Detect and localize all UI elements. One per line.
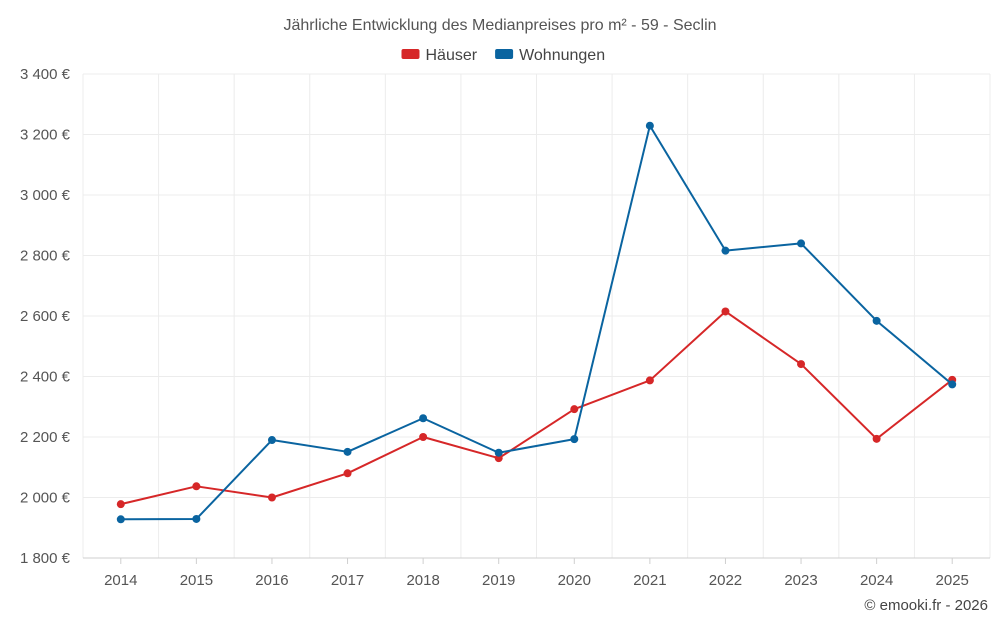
- series-haeuser: [116, 307, 957, 509]
- grid: [82, 73, 991, 559]
- data-point[interactable]: [948, 380, 957, 389]
- data-point[interactable]: [570, 405, 579, 414]
- data-point[interactable]: [192, 514, 201, 523]
- y-tick-label: 1 800 €: [20, 550, 71, 567]
- data-point[interactable]: [797, 360, 806, 369]
- legend-swatch: [401, 49, 420, 59]
- series-line: [120, 310, 953, 506]
- data-point[interactable]: [872, 316, 881, 325]
- data-point[interactable]: [721, 246, 730, 255]
- data-point[interactable]: [267, 436, 276, 445]
- y-tick-label: 2 800 €: [20, 248, 71, 265]
- legend-item[interactable]: Wohnungen: [495, 47, 605, 64]
- legend-item[interactable]: Häuser: [401, 47, 478, 64]
- data-point[interactable]: [192, 482, 201, 491]
- y-tick-label: 3 200 €: [20, 127, 71, 144]
- data-point[interactable]: [343, 447, 352, 456]
- x-tick-label: 2023: [784, 572, 817, 589]
- data-point[interactable]: [116, 515, 125, 524]
- data-point[interactable]: [419, 414, 428, 423]
- x-tick-label: 2020: [558, 572, 591, 589]
- legend-label: Häuser: [426, 47, 478, 64]
- data-point[interactable]: [872, 434, 881, 443]
- data-point[interactable]: [116, 500, 125, 509]
- chart-title: Jährliche Entwicklung des Medianpreises …: [283, 17, 716, 34]
- data-point[interactable]: [645, 376, 654, 385]
- y-tick-label: 3 400 €: [20, 66, 71, 83]
- x-tick-label: 2025: [936, 572, 969, 589]
- data-point[interactable]: [343, 469, 352, 478]
- x-axis-ticks: 2014 2015 2016 2017 2018 2019 2020 2021 2022 2023…: [104, 558, 969, 589]
- series-line: [120, 124, 953, 521]
- series-layer: [116, 121, 957, 524]
- data-point[interactable]: [721, 307, 730, 316]
- data-point[interactable]: [570, 435, 579, 444]
- y-tick-label: 2 600 €: [20, 308, 71, 325]
- x-tick-label: 2016: [255, 572, 288, 589]
- x-tick-label: 2024: [860, 572, 893, 589]
- credit-text: © emooki.fr - 2026: [864, 597, 988, 614]
- y-tick-label: 2 200 €: [20, 429, 71, 446]
- data-point[interactable]: [494, 448, 503, 457]
- x-tick-label: 2018: [406, 572, 439, 589]
- data-point[interactable]: [797, 239, 806, 248]
- data-point[interactable]: [267, 493, 276, 502]
- x-tick-label: 2019: [482, 572, 515, 589]
- y-tick-label: 2 400 €: [20, 369, 71, 386]
- series-wohnungen: [116, 121, 957, 524]
- x-tick-label: 2014: [104, 572, 137, 589]
- x-tick-label: 2015: [180, 572, 213, 589]
- data-point[interactable]: [645, 121, 654, 130]
- y-tick-label: 3 000 €: [20, 187, 71, 204]
- x-tick-label: 2017: [331, 572, 364, 589]
- legend-swatch: [495, 49, 514, 59]
- legend: Häuser Wohnungen: [401, 47, 605, 64]
- y-tick-label: 2 000 €: [20, 490, 71, 507]
- legend-label: Wohnungen: [519, 47, 605, 64]
- y-axis-ticks: 1 800 € 2 000 € 2 200 € 2 400 € 2 600 € 2 800…: [20, 66, 71, 567]
- data-point[interactable]: [419, 433, 428, 441]
- x-tick-label: 2022: [709, 572, 742, 589]
- x-tick-label: 2021: [633, 572, 666, 589]
